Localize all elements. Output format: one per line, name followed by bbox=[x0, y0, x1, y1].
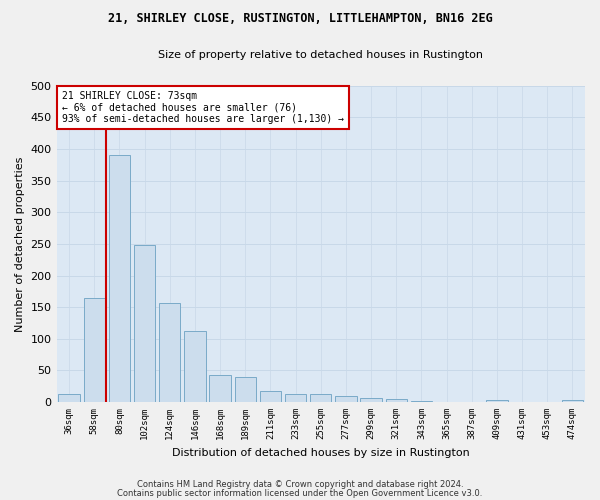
Bar bbox=[310, 394, 331, 402]
Bar bbox=[285, 394, 307, 402]
Bar bbox=[260, 392, 281, 402]
Bar bbox=[386, 399, 407, 402]
Bar bbox=[184, 330, 206, 402]
Bar bbox=[134, 245, 155, 402]
Title: Size of property relative to detached houses in Rustington: Size of property relative to detached ho… bbox=[158, 50, 483, 60]
Y-axis label: Number of detached properties: Number of detached properties bbox=[15, 156, 25, 332]
X-axis label: Distribution of detached houses by size in Rustington: Distribution of detached houses by size … bbox=[172, 448, 470, 458]
Bar bbox=[411, 401, 432, 402]
Bar bbox=[562, 400, 583, 402]
Text: Contains public sector information licensed under the Open Government Licence v3: Contains public sector information licen… bbox=[118, 488, 482, 498]
Text: 21 SHIRLEY CLOSE: 73sqm
← 6% of detached houses are smaller (76)
93% of semi-det: 21 SHIRLEY CLOSE: 73sqm ← 6% of detached… bbox=[62, 90, 344, 124]
Bar bbox=[335, 396, 356, 402]
Text: Contains HM Land Registry data © Crown copyright and database right 2024.: Contains HM Land Registry data © Crown c… bbox=[137, 480, 463, 489]
Bar bbox=[361, 398, 382, 402]
Bar bbox=[83, 298, 105, 402]
Bar bbox=[159, 302, 181, 402]
Bar bbox=[235, 378, 256, 402]
Bar bbox=[109, 156, 130, 402]
Bar bbox=[58, 394, 80, 402]
Bar bbox=[486, 400, 508, 402]
Bar bbox=[209, 375, 231, 402]
Text: 21, SHIRLEY CLOSE, RUSTINGTON, LITTLEHAMPTON, BN16 2EG: 21, SHIRLEY CLOSE, RUSTINGTON, LITTLEHAM… bbox=[107, 12, 493, 26]
